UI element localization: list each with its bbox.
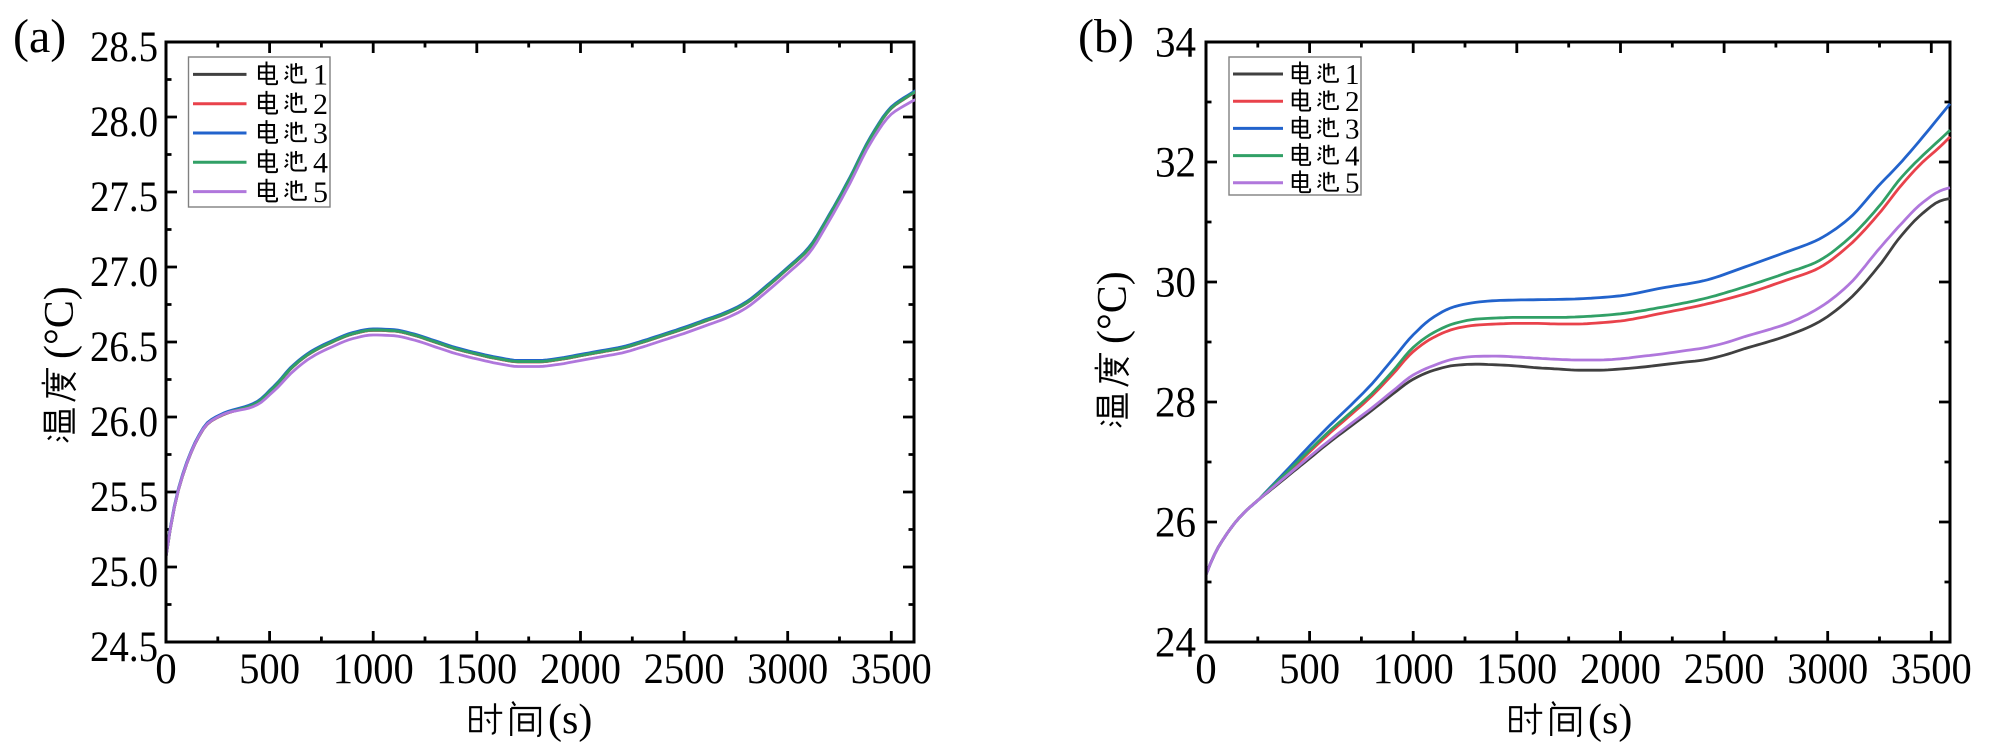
svg-text:28: 28 [1155,380,1196,427]
svg-text:26: 26 [1155,500,1196,547]
svg-text:24.5: 24.5 [90,624,158,671]
svg-text:34: 34 [1155,20,1196,67]
svg-text:(b): (b) [1078,10,1134,63]
svg-text:1: 1 [1345,59,1360,91]
svg-text:24: 24 [1155,620,1196,667]
svg-text:0: 0 [155,646,177,693]
svg-text:3500: 3500 [1891,646,1972,693]
svg-text:32: 32 [1155,140,1196,187]
svg-text:27.5: 27.5 [90,174,158,221]
svg-text:26.0: 26.0 [90,399,158,446]
svg-text:27.0: 27.0 [90,249,158,296]
svg-text:25.0: 25.0 [90,549,158,596]
svg-text:28.5: 28.5 [90,24,158,71]
svg-text:2500: 2500 [644,646,725,693]
svg-text:1000: 1000 [333,646,414,693]
svg-text:(°C): (°C) [37,286,83,359]
svg-text:30: 30 [1155,260,1196,307]
svg-text:3500: 3500 [851,646,932,693]
svg-text:26.5: 26.5 [90,324,158,371]
svg-text:1000: 1000 [1373,646,1454,693]
svg-text:1: 1 [313,59,328,92]
svg-text:(°C): (°C) [1090,271,1136,344]
svg-text:3000: 3000 [1787,646,1868,693]
svg-text:2000: 2000 [540,646,621,693]
svg-text:2: 2 [1345,86,1360,118]
svg-text:1500: 1500 [1476,646,1557,693]
svg-text:3: 3 [313,117,328,150]
svg-text:2500: 2500 [1684,646,1765,693]
svg-text:0: 0 [1195,646,1217,693]
svg-text:(a): (a) [13,10,66,63]
svg-text:4: 4 [1345,141,1360,173]
svg-text:500: 500 [1279,646,1340,693]
svg-text:1500: 1500 [436,646,517,693]
svg-text:5: 5 [313,176,328,209]
svg-text:(s): (s) [548,697,592,743]
svg-text:28.0: 28.0 [90,99,158,146]
svg-text:2: 2 [313,88,328,121]
svg-text:500: 500 [239,646,300,693]
svg-text:4: 4 [313,147,328,180]
svg-text:3000: 3000 [747,646,828,693]
svg-text:(s): (s) [1588,697,1632,743]
svg-text:5: 5 [1345,168,1360,200]
svg-text:25.5: 25.5 [90,474,158,521]
svg-text:2000: 2000 [1580,646,1661,693]
svg-text:3: 3 [1345,113,1360,145]
